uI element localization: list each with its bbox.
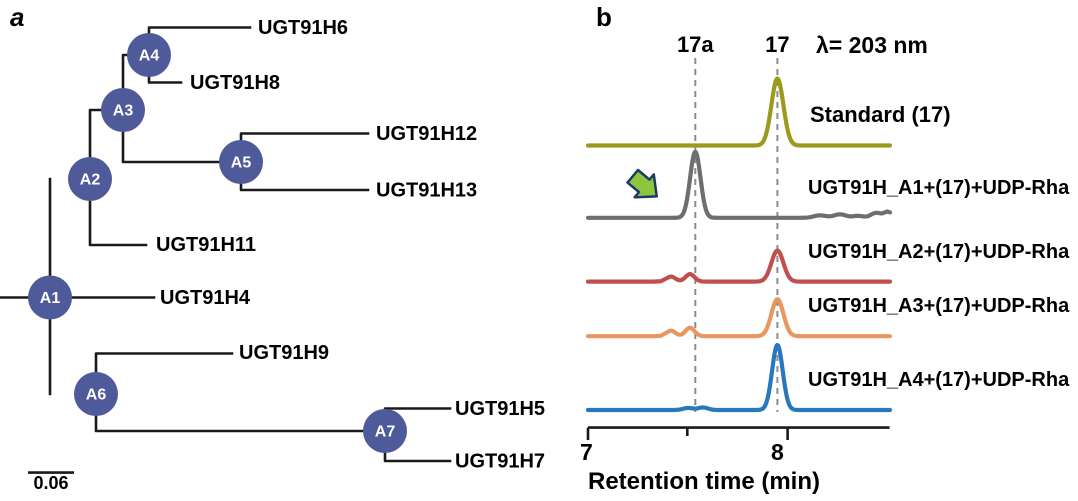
svg-text:UGT91H_A3+(17)+UDP-Rha: UGT91H_A3+(17)+UDP-Rha [808, 295, 1070, 317]
svg-text:A2: A2 [80, 172, 101, 189]
svg-text:17a: 17a [677, 32, 714, 57]
svg-text:UGT91H8: UGT91H8 [190, 72, 280, 94]
svg-text:7: 7 [580, 439, 593, 465]
svg-text:UGT91H_A4+(17)+UDP-Rha: UGT91H_A4+(17)+UDP-Rha [808, 369, 1070, 391]
svg-text:UGT91H6: UGT91H6 [258, 17, 348, 39]
svg-text:8: 8 [771, 439, 784, 465]
svg-text:A4: A4 [139, 48, 160, 65]
svg-text:UGT91H12: UGT91H12 [376, 123, 477, 145]
svg-text:Standard (17): Standard (17) [810, 102, 951, 127]
svg-text:UGT91H11: UGT91H11 [156, 234, 256, 256]
svg-text:A5: A5 [231, 155, 252, 172]
svg-text:17: 17 [765, 32, 789, 57]
svg-text:A1: A1 [40, 290, 61, 307]
svg-text:UGT91H7: UGT91H7 [455, 451, 545, 473]
svg-text:Retention time (min): Retention time (min) [588, 468, 820, 495]
svg-text:UGT91H5: UGT91H5 [455, 398, 545, 420]
svg-text:λ= 203 nm: λ= 203 nm [816, 32, 928, 58]
svg-text:A6: A6 [86, 387, 107, 404]
svg-text:0.06: 0.06 [33, 473, 68, 493]
svg-text:UGT91H_A1+(17)+UDP-Rha: UGT91H_A1+(17)+UDP-Rha [808, 177, 1070, 199]
svg-text:UGT91H9: UGT91H9 [239, 342, 329, 364]
svg-text:UGT91H4: UGT91H4 [160, 287, 251, 309]
svg-text:UGT91H_A2+(17)+UDP-Rha: UGT91H_A2+(17)+UDP-Rha [808, 241, 1070, 263]
svg-text:UGT91H13: UGT91H13 [376, 180, 477, 202]
svg-text:A7: A7 [375, 424, 396, 441]
svg-text:A3: A3 [113, 103, 134, 120]
